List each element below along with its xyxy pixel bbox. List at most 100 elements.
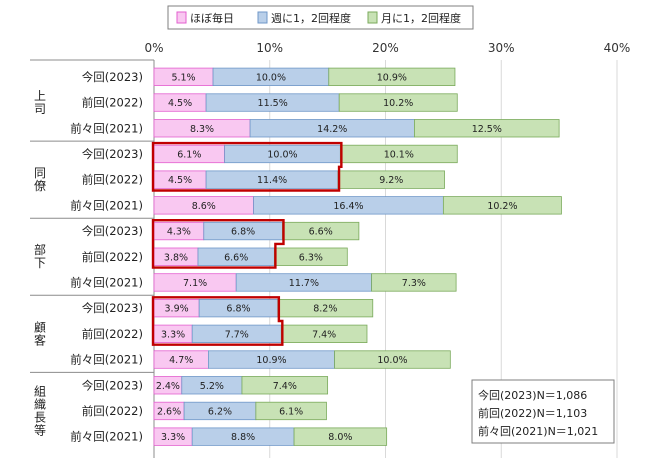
row-label: 前回(2022) bbox=[82, 173, 143, 187]
data-label: 6.1% bbox=[279, 406, 303, 417]
data-label: 4.5% bbox=[168, 175, 192, 186]
row-label: 前々回(2021) bbox=[70, 275, 143, 289]
group-label: 同 bbox=[34, 166, 46, 180]
data-label: 8.2% bbox=[313, 304, 337, 315]
x-axis-ticks: 0% 10% 20% 30% 40% bbox=[144, 41, 630, 55]
group-label: 等 bbox=[34, 423, 46, 437]
data-label: 11.5% bbox=[258, 98, 288, 109]
data-label: 11.7% bbox=[289, 278, 319, 289]
data-label: 10.2% bbox=[383, 98, 413, 109]
data-label: 7.3% bbox=[402, 278, 426, 289]
legend-entry: 週に1，2回程度 bbox=[271, 11, 351, 25]
legend: ほぼ毎日 週に1，2回程度 月に1，2回程度 bbox=[167, 5, 474, 30]
row-label: 前回(2022) bbox=[82, 327, 143, 341]
legend-swatch bbox=[257, 11, 268, 24]
data-label: 2.4% bbox=[156, 381, 180, 392]
highlight-box bbox=[151, 296, 284, 346]
x-tick-label: 0% bbox=[144, 41, 163, 55]
row-label: 前回(2022) bbox=[82, 404, 143, 418]
x-tick-label: 10% bbox=[256, 41, 283, 55]
data-label: 6.1% bbox=[177, 149, 201, 160]
sample-size-text: 前回(2022)N＝1,103 bbox=[478, 406, 587, 420]
data-label: 4.3% bbox=[167, 227, 191, 238]
row-label: 前々回(2021) bbox=[70, 198, 143, 212]
data-label: 3.8% bbox=[164, 252, 188, 263]
data-label: 10.0% bbox=[377, 355, 407, 366]
data-label: 3.3% bbox=[161, 329, 185, 340]
data-label: 5.1% bbox=[171, 72, 195, 83]
row-label: 前回(2022) bbox=[82, 96, 143, 110]
row-label: 今回(2023) bbox=[82, 147, 143, 161]
legend-entry: ほぼ毎日 bbox=[190, 12, 234, 25]
data-label: 12.5% bbox=[472, 124, 502, 135]
highlight-boxes bbox=[151, 141, 343, 346]
group-label: 部 bbox=[34, 242, 46, 257]
data-label: 7.4% bbox=[312, 329, 336, 340]
data-label: 6.6% bbox=[224, 252, 248, 263]
group-label: 顧 bbox=[34, 319, 46, 334]
sample-size-text: 今回(2023)N＝1,086 bbox=[478, 388, 587, 402]
row-label: 今回(2023) bbox=[82, 378, 143, 392]
data-label: 8.3% bbox=[190, 124, 214, 135]
data-label: 8.8% bbox=[231, 432, 255, 443]
data-label: 11.4% bbox=[257, 175, 287, 186]
group-label: 長 bbox=[34, 410, 46, 424]
row-label: 前々回(2021) bbox=[70, 353, 143, 367]
bar-segment bbox=[338, 93, 458, 112]
group-label: 上 bbox=[34, 89, 46, 103]
row-label: 今回(2023) bbox=[82, 301, 143, 315]
data-label: 8.0% bbox=[328, 432, 352, 443]
data-label: 16.4% bbox=[333, 201, 363, 212]
sample-size-border bbox=[471, 379, 615, 444]
data-label: 3.9% bbox=[165, 304, 189, 315]
legend-box bbox=[167, 5, 474, 30]
sample-size-box: 今回(2023)N＝1,086 前回(2022)N＝1,103 前々回(2021)N… bbox=[471, 379, 615, 444]
data-label: 7.7% bbox=[225, 329, 249, 340]
data-label: 6.8% bbox=[226, 304, 250, 315]
bar-segment bbox=[334, 350, 451, 369]
bar-segment bbox=[442, 196, 562, 215]
row-labels: 上司今回(2023)前回(2022)前々回(2021)同僚今回(2023)前回(… bbox=[34, 70, 143, 444]
group-label: 司 bbox=[34, 102, 46, 116]
legend-swatch bbox=[367, 11, 378, 24]
row-label: 前回(2022) bbox=[82, 250, 143, 264]
row-label: 今回(2023) bbox=[82, 224, 143, 238]
group-label: 織 bbox=[34, 397, 46, 411]
x-tick-label: 30% bbox=[488, 41, 515, 55]
data-label: 7.1% bbox=[183, 278, 207, 289]
data-label: 14.2% bbox=[317, 124, 347, 135]
data-label: 4.5% bbox=[168, 98, 192, 109]
data-label: 6.3% bbox=[299, 252, 323, 263]
data-label: 10.9% bbox=[256, 355, 286, 366]
data-label: 10.1% bbox=[384, 149, 414, 160]
data-label: 7.4% bbox=[273, 381, 297, 392]
row-label: 前々回(2021) bbox=[70, 430, 143, 444]
data-label: 10.9% bbox=[377, 72, 407, 83]
legend-swatch bbox=[176, 11, 187, 24]
row-label: 前々回(2021) bbox=[70, 121, 143, 135]
bar-segment bbox=[255, 401, 327, 421]
legend-entry: 月に1，2回程度 bbox=[381, 11, 461, 25]
data-label: 4.7% bbox=[169, 355, 193, 366]
group-label: 客 bbox=[34, 332, 46, 347]
data-label: 5.2% bbox=[200, 381, 224, 392]
sample-size-text: 前々回(2021)N＝1,021 bbox=[478, 424, 598, 438]
data-label: 6.6% bbox=[309, 227, 333, 238]
data-label: 10.0% bbox=[256, 72, 286, 83]
data-label: 6.8% bbox=[231, 227, 255, 238]
group-label: 僚 bbox=[34, 178, 46, 193]
row-label: 今回(2023) bbox=[82, 70, 143, 84]
x-tick-label: 20% bbox=[372, 41, 399, 55]
group-label: 下 bbox=[34, 256, 46, 270]
bar-segment bbox=[414, 119, 560, 138]
highlight-box bbox=[151, 141, 343, 192]
highlight-box bbox=[151, 219, 285, 269]
data-label: 6.2% bbox=[208, 406, 232, 417]
bar-segment bbox=[241, 376, 329, 395]
data-label: 9.2% bbox=[379, 175, 403, 186]
x-tick-label: 40% bbox=[604, 41, 631, 55]
bars: 5.1% 10.0% 10.9% 4.5% 11.5% 10.2% 8.3% 14.2% 12.… bbox=[153, 67, 562, 446]
data-label: 8.6% bbox=[192, 201, 216, 212]
bar-segment bbox=[371, 273, 457, 292]
